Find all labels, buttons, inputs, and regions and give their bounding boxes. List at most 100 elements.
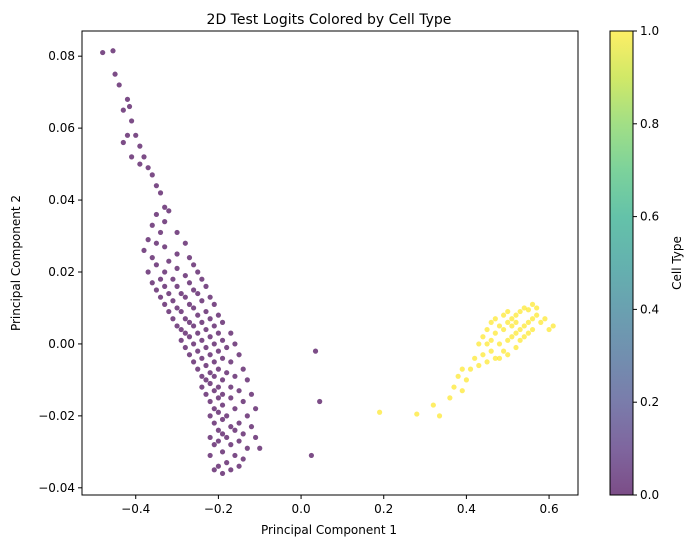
scatter-point-type-0 [236, 463, 242, 469]
scatter-point-type-0 [137, 161, 143, 167]
scatter-point-type-1 [484, 341, 490, 347]
scatter-point-type-0 [153, 287, 159, 293]
scatter-point-type-0 [211, 301, 217, 307]
scatter-point-type-0 [308, 452, 314, 459]
scatter-point-type-1 [525, 319, 532, 325]
scatter-point-type-0 [141, 154, 147, 160]
scatter-point-type-0 [166, 258, 172, 264]
scatter-point-type-0 [145, 269, 151, 275]
scatter-point-type-0 [157, 294, 164, 300]
scatter-point-type-0 [199, 373, 205, 379]
scatter-point-type-0 [191, 287, 197, 293]
scatter-point-type-0 [236, 420, 242, 426]
scatter-point-type-1 [488, 319, 494, 325]
scatter-point-type-0 [195, 312, 201, 318]
scatter-point-type-0 [182, 330, 188, 336]
scatter-point-type-0 [207, 370, 213, 376]
scatter-point-type-1 [513, 344, 519, 351]
scatter-point-type-1 [534, 305, 540, 311]
scatter-point-type-1 [501, 326, 507, 333]
scatter-point-type-1 [501, 312, 507, 318]
scatter-point-type-0 [182, 316, 188, 322]
scatter-point-type-1 [521, 323, 527, 329]
scatter-point-type-1 [492, 330, 498, 336]
scatter-point-type-0 [100, 49, 106, 56]
scatter-point-type-1 [534, 312, 540, 318]
scatter-point-type-0 [244, 413, 250, 419]
scatter-point-type-0 [211, 406, 217, 412]
scatter-point-type-0 [153, 183, 159, 189]
scatter-point-type-0 [182, 272, 188, 279]
scatter-point-type-0 [207, 398, 213, 405]
scatter-point-type-1 [529, 326, 536, 333]
y-tick-label: 0.06 [48, 121, 75, 135]
scatter-point-type-0 [195, 330, 201, 336]
scatter-point-type-0 [207, 380, 213, 387]
scatter-point-type-1 [521, 334, 527, 340]
scatter-point-type-0 [162, 244, 168, 250]
scatter-point-type-0 [240, 366, 246, 372]
scatter-point-type-0 [153, 240, 159, 246]
scatter-point-type-1 [529, 316, 536, 322]
scatter-point-type-1 [550, 323, 556, 329]
scatter-point-type-0 [248, 391, 255, 397]
y-tick-label: 0.08 [48, 49, 75, 63]
scatter-point-type-0 [195, 290, 201, 297]
scatter-point-type-0 [215, 427, 221, 433]
scatter-point-type-0 [129, 154, 135, 160]
scatter-point-type-0 [253, 406, 259, 412]
scatter-point-type-1 [436, 413, 443, 419]
scatter-point-type-0 [153, 262, 159, 268]
scatter-point-type-0 [191, 262, 197, 268]
scatter-point-type-1 [480, 334, 486, 340]
scatter-point-type-1 [455, 373, 461, 379]
scatter-point-type-1 [463, 377, 469, 383]
x-tick-label: 0.0 [292, 502, 311, 516]
scatter-point-type-0 [170, 298, 176, 304]
scatter-point-type-0 [149, 172, 155, 178]
scatter-point-type-0 [240, 431, 246, 437]
colorbar-tick-label: 0.8 [640, 117, 659, 131]
scatter-point-type-0 [215, 312, 221, 318]
scatter-point-type-0 [199, 298, 205, 304]
scatter-point-type-0 [211, 359, 217, 365]
scatter-point-type-0 [126, 103, 133, 110]
scatter-point-type-0 [129, 118, 135, 124]
scatter-point-type-0 [186, 280, 193, 286]
scatter-point-type-0 [149, 255, 155, 261]
scatter-point-type-1 [517, 308, 523, 315]
scatter-point-type-1 [488, 348, 494, 354]
scatter-point-type-0 [211, 323, 217, 329]
scatter-point-type-0 [236, 388, 242, 394]
scatter-point-type-0 [207, 352, 213, 358]
scatter-point-type-0 [312, 348, 319, 354]
colorbar-frame [609, 30, 634, 496]
scatter-point-type-0 [244, 445, 250, 451]
scatter-point-type-1 [377, 409, 383, 415]
scatter-point-type-0 [120, 139, 126, 146]
scatter-point-type-0 [207, 452, 213, 459]
y-tick-label: 0.04 [48, 193, 75, 207]
scatter-point-type-0 [178, 308, 184, 315]
scatter-point-type-1 [513, 330, 519, 336]
scatter-point-type-0 [174, 323, 180, 329]
scatter-point-type-1 [496, 323, 503, 329]
scatter-point-type-0 [186, 301, 193, 307]
scatter-point-type-1 [430, 402, 436, 408]
scatter-point-type-0 [215, 330, 221, 336]
scatter-point-type-0 [170, 276, 176, 282]
scatter-point-type-0 [215, 409, 221, 415]
scatter-point-type-0 [191, 323, 197, 329]
scatter-point-type-0 [232, 373, 238, 379]
scatter-point-type-0 [248, 424, 255, 430]
colorbar [610, 31, 633, 495]
x-axis-label: Principal Component 1 [261, 523, 397, 537]
scatter-point-type-0 [166, 208, 172, 214]
scatter-point-type-0 [215, 384, 221, 390]
scatter-point-type-1 [538, 319, 544, 325]
scatter-point-type-0 [195, 269, 201, 275]
scatter-point-type-0 [124, 96, 131, 102]
scatter-point-type-1 [525, 307, 532, 313]
scatter-point-type-0 [182, 294, 188, 300]
x-axis-ticks: −0.4 −0.2 0.0 0.2 0.4 0.6 [121, 495, 559, 516]
